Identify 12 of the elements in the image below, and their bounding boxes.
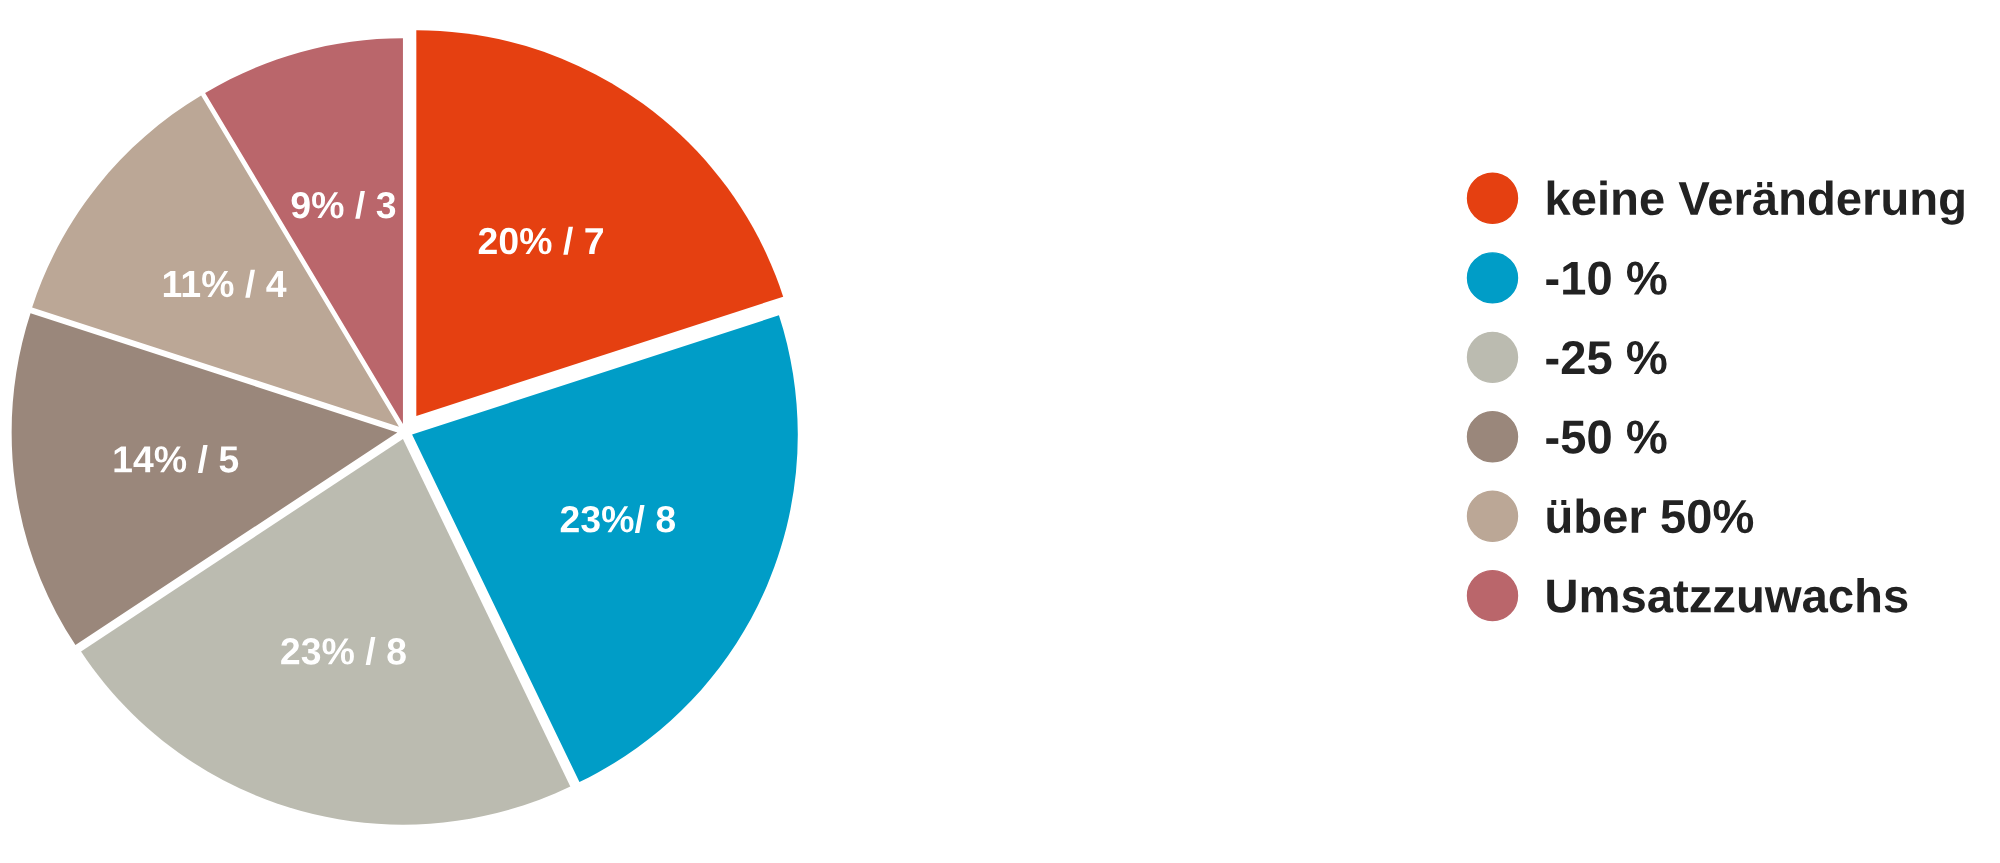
data-label: 11% / 4: [163, 269, 287, 298]
data-label: 23%/ 8: [560, 504, 676, 533]
legend-label: -25 %: [1546, 340, 1667, 375]
data-label: 9% / 3: [291, 190, 396, 219]
legend-label: über 50%: [1547, 498, 1754, 534]
legend-label: -10 %: [1546, 261, 1667, 295]
legend-label: keine Veränderung: [1547, 180, 1964, 225]
legend-label: Umsatzzuwachs: [1547, 577, 1908, 613]
data-label: 20% / 7: [478, 226, 603, 255]
legend-label: -50 %: [1546, 420, 1667, 454]
data-label: 14% / 5: [114, 445, 239, 474]
data-label: 23% / 8: [281, 637, 406, 666]
